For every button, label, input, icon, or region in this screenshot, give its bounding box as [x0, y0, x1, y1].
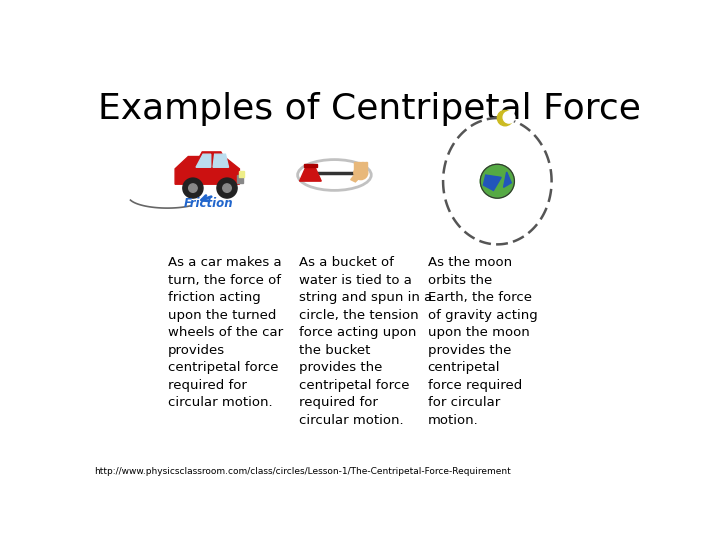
Polygon shape: [300, 167, 321, 181]
Polygon shape: [213, 154, 228, 167]
Text: Examples of Centripetal Force: Examples of Centripetal Force: [98, 92, 640, 126]
Text: Friction: Friction: [184, 197, 233, 210]
Polygon shape: [351, 176, 359, 182]
Circle shape: [503, 112, 515, 123]
Polygon shape: [305, 164, 317, 167]
Polygon shape: [196, 154, 211, 167]
Circle shape: [354, 166, 368, 180]
Text: As a car makes a
turn, the force of
friction acting
upon the turned
wheels of th: As a car makes a turn, the force of fric…: [168, 256, 283, 409]
Circle shape: [498, 110, 513, 126]
Polygon shape: [237, 175, 243, 183]
Polygon shape: [238, 171, 244, 177]
Circle shape: [222, 184, 231, 192]
Text: http://www.physicsclassroom.com/class/circles/Lesson-1/The-Centripetal-Force-Req: http://www.physicsclassroom.com/class/ci…: [94, 467, 510, 476]
Text: As a bucket of
water is tied to a
string and spun in a
circle, the tension
force: As a bucket of water is tied to a string…: [300, 256, 433, 427]
Polygon shape: [354, 162, 356, 169]
Polygon shape: [193, 152, 230, 169]
Polygon shape: [361, 162, 364, 169]
Polygon shape: [358, 162, 360, 169]
Circle shape: [183, 178, 203, 198]
Polygon shape: [503, 172, 511, 187]
Polygon shape: [175, 157, 240, 184]
Text: As the moon
orbits the
Earth, the force
of gravity acting
upon the moon
provides: As the moon orbits the Earth, the force …: [428, 256, 537, 427]
Polygon shape: [483, 175, 501, 191]
Circle shape: [480, 164, 514, 198]
Polygon shape: [364, 162, 367, 169]
Circle shape: [217, 178, 237, 198]
Circle shape: [189, 184, 197, 192]
